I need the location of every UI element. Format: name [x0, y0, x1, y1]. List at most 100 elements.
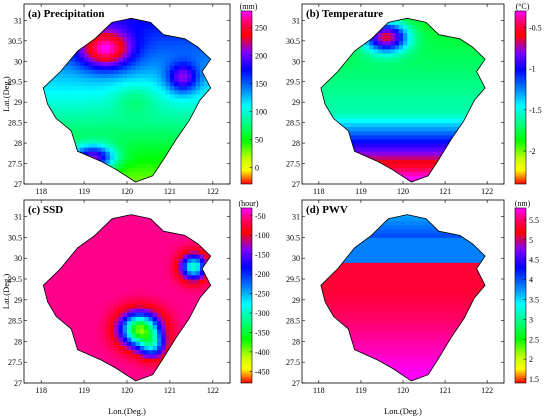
heatmap-cell — [127, 353, 132, 359]
heatmap-cell — [200, 118, 205, 123]
heatmap-cell — [352, 159, 358, 164]
heatmap-cell — [182, 155, 188, 160]
heatmap-cell — [373, 44, 379, 50]
heatmap-cell — [71, 36, 76, 42]
heatmap-cell — [75, 40, 81, 46]
heatmap-cell — [79, 163, 85, 168]
heatmap-cell — [75, 370, 81, 376]
heatmap-cell — [411, 98, 416, 103]
heatmap-cell — [62, 270, 68, 276]
heatmap-cell — [58, 349, 63, 355]
heatmap-cell — [122, 320, 128, 326]
heatmap-cell — [483, 114, 486, 119]
heatmap-cell — [43, 53, 46, 58]
heatmap-cell — [62, 20, 68, 25]
heatmap-cell — [88, 110, 94, 115]
heatmap-cell — [45, 69, 51, 74]
heatmap-cell — [320, 69, 324, 74]
heatmap-cell — [419, 28, 425, 33]
heatmap-cell — [127, 98, 132, 103]
heatmap-cell — [135, 304, 141, 309]
heatmap-cell — [152, 362, 158, 367]
heatmap-cell — [122, 28, 128, 33]
heatmap-cell — [37, 74, 42, 79]
heatmap-cell — [92, 341, 98, 346]
heatmap-cell — [178, 94, 184, 99]
heatmap-cell — [144, 370, 149, 376]
heatmap-cell — [344, 171, 349, 177]
heatmap-cell — [348, 167, 353, 173]
heatmap-cell — [390, 102, 395, 107]
heatmap-cell — [71, 279, 76, 284]
heatmap-cell — [348, 122, 353, 128]
heatmap-cell — [140, 12, 145, 17]
heatmap-cell — [58, 304, 63, 309]
heatmap-cell — [37, 147, 42, 152]
heatmap-cell — [398, 81, 404, 87]
heatmap-cell — [491, 164, 496, 169]
heatmap-cell — [109, 89, 115, 95]
heatmap-cell — [491, 90, 496, 95]
heatmap-cell — [75, 106, 81, 111]
heatmap-cell — [161, 44, 166, 50]
heatmap-cell — [457, 89, 463, 95]
heatmap-cell — [461, 32, 467, 38]
heatmap-cell — [127, 44, 132, 50]
heatmap-cell — [436, 44, 442, 50]
heatmap-cell — [453, 73, 459, 78]
heatmap-cell — [131, 358, 136, 363]
heatmap-cell — [169, 167, 175, 173]
heatmap-cell — [491, 127, 496, 132]
heatmap-cell — [424, 139, 429, 144]
heatmap-cell — [200, 126, 205, 132]
heatmap-cell — [386, 106, 391, 111]
heatmap-cell — [323, 20, 328, 25]
heatmap-cell — [208, 98, 211, 103]
heatmap-cell — [101, 229, 106, 234]
heatmap-cell — [440, 53, 446, 58]
heatmap-cell — [135, 155, 141, 160]
heatmap-cell — [424, 130, 429, 136]
heatmap-cell — [474, 122, 480, 128]
heatmap-cell — [428, 49, 433, 54]
heatmap-cell — [139, 366, 145, 371]
heatmap-cell — [75, 118, 81, 123]
heatmap-cell — [182, 49, 188, 54]
heatmap-cell — [428, 126, 433, 132]
heatmap-cell — [352, 122, 358, 128]
heatmap-cell — [127, 122, 132, 128]
heatmap-cell — [88, 270, 94, 276]
heatmap-cell — [92, 362, 98, 367]
heatmap-cell — [79, 85, 85, 91]
heatmap-cell — [483, 65, 486, 70]
heatmap-cell — [437, 12, 442, 17]
heatmap-cell — [200, 53, 205, 58]
heatmap-cell — [88, 175, 94, 181]
heatmap-cell — [114, 126, 119, 132]
heatmap-cell — [339, 151, 345, 156]
heatmap-cell — [49, 362, 55, 367]
heatmap-cell — [449, 53, 454, 58]
heatmap-cell — [398, 94, 404, 99]
heatmap-cell — [97, 147, 102, 152]
heatmap-cell — [356, 94, 362, 99]
heatmap-cell — [122, 94, 128, 99]
heatmap-cell — [127, 245, 132, 251]
heatmap-cell — [157, 102, 162, 107]
heatmap-cell — [204, 81, 209, 87]
heatmap-cell — [92, 94, 98, 99]
heatmap-cell — [432, 159, 438, 164]
heatmap-cell — [114, 175, 119, 181]
heatmap-cell — [352, 167, 358, 173]
heatmap-cell — [43, 61, 46, 66]
heatmap-cell — [79, 159, 85, 164]
heatmap-cell — [415, 94, 421, 99]
heatmap-cell — [315, 139, 320, 144]
y-tick-label: 28.5 — [8, 119, 22, 128]
heatmap-cell — [144, 73, 149, 78]
heatmap-cell — [428, 110, 433, 115]
y-tick-label: 27.5 — [286, 160, 300, 169]
heatmap-cell — [213, 53, 218, 58]
heatmap-cell — [84, 143, 89, 148]
heatmap-cell — [386, 163, 391, 168]
